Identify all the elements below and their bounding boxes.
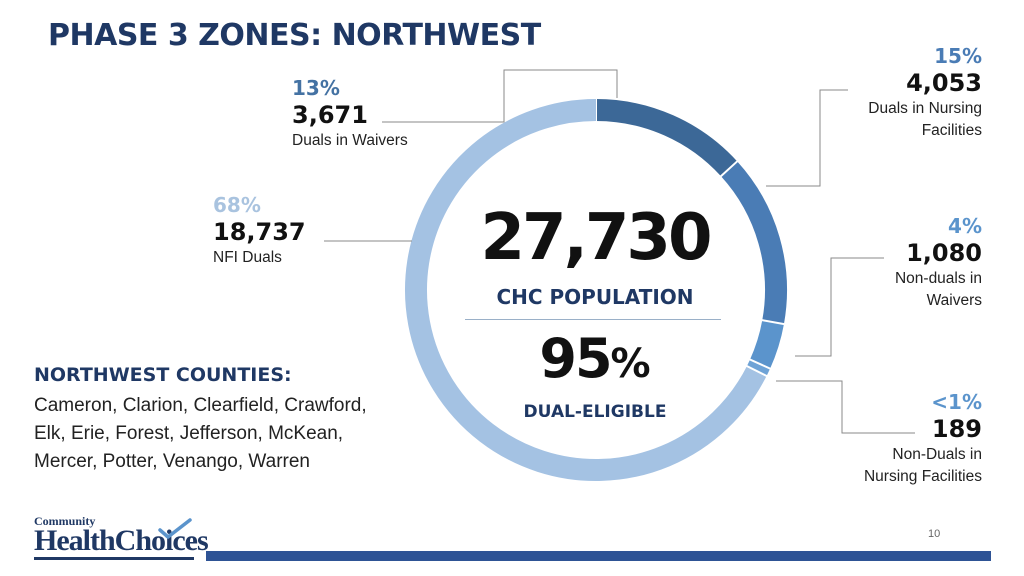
slice-separator [748,358,772,370]
segment-desc-line: NFI Duals [213,249,282,266]
slice-separator [761,318,786,326]
donut-slice-non-duals-in-waivers [749,319,784,369]
donut-slice-duals-in-waivers [595,99,738,177]
counties-line: Elk, Erie, Forest, Jefferson, McKean, [34,423,344,444]
segment-percent: <1% [931,390,982,414]
leader-line-duals-in-nursing-facilities [766,89,848,187]
segment-desc-line: Duals in Nursing [868,100,982,117]
segment-desc-line: Non-Duals in [892,446,982,463]
page-number: 10 [928,528,941,540]
checkmark-icon [158,518,192,539]
footer-bar [206,551,991,561]
slice-separator [745,364,768,378]
leader-line-non-duals-in-nursing-facilities [776,380,915,434]
counties-line: Mercer, Potter, Venango, Warren [34,451,310,472]
logo-small-text: Community [34,514,96,528]
segment-desc-line: Nursing Facilities [863,468,982,485]
segment-percent: 15% [934,44,982,68]
donut-slice-non-duals-in-nursing-facilities [746,359,771,376]
total-population: 27,730 [480,201,713,275]
counties-heading: NORTHWEST COUNTIES: [34,364,292,386]
community-healthchoices-logo: Community HealthChoices [34,514,209,560]
counties-line: Cameron, Clarion, Clearfield, Crawford, [34,395,367,416]
donut-slice-nfi-duals [405,99,767,481]
segment-count: 189 [931,415,982,443]
segment-count: 3,671 [292,101,368,129]
page-title: PHASE 3 ZONES: NORTHWEST [48,18,541,53]
dual-pct-value: 95 [539,327,612,390]
label-nfi-duals: 68% 18,737 NFI Duals [213,193,306,269]
total-population-label: CHC POPULATION [496,285,694,309]
segment-count: 18,737 [213,218,306,246]
donut-slice-duals-in-nursing-facilities [720,161,787,325]
center-divider [465,319,721,320]
leader-line-duals-in-waivers [382,69,618,123]
segment-desc-line: Facilities [921,122,982,139]
dual-eligible-label: DUAL-ELIGIBLE [523,402,667,422]
counties-list: Cameron, Clarion, Clearfield, Crawford, … [34,392,434,476]
segment-count: 1,080 [906,239,982,267]
label-duals-in-nursing-facilities: 15% 4,053 Duals in Nursing Facilities [868,44,982,142]
dual-pct-sign: % [610,341,651,387]
dual-eligible-percent: 95% [460,326,730,397]
logo-underline [34,557,194,560]
slice-separator [719,159,739,178]
segment-percent: 13% [292,76,340,100]
segment-desc-line: Waivers [926,292,982,309]
label-non-duals-in-nursing-facilities: <1% 189 Non-Duals in Nursing Facilities [864,390,982,488]
segment-desc-line: Duals in Waivers [292,132,408,149]
segment-percent: 4% [948,214,982,238]
segment-count: 4,053 [906,69,982,97]
segment-percent: 68% [213,193,261,217]
label-duals-in-waivers: 13% 3,671 Duals in Waivers [292,76,408,152]
leader-line-non-duals-in-waivers [795,257,884,357]
label-non-duals-in-waivers: 4% 1,080 Non-duals in Waivers [895,214,982,312]
segment-desc-line: Non-duals in [894,270,982,287]
